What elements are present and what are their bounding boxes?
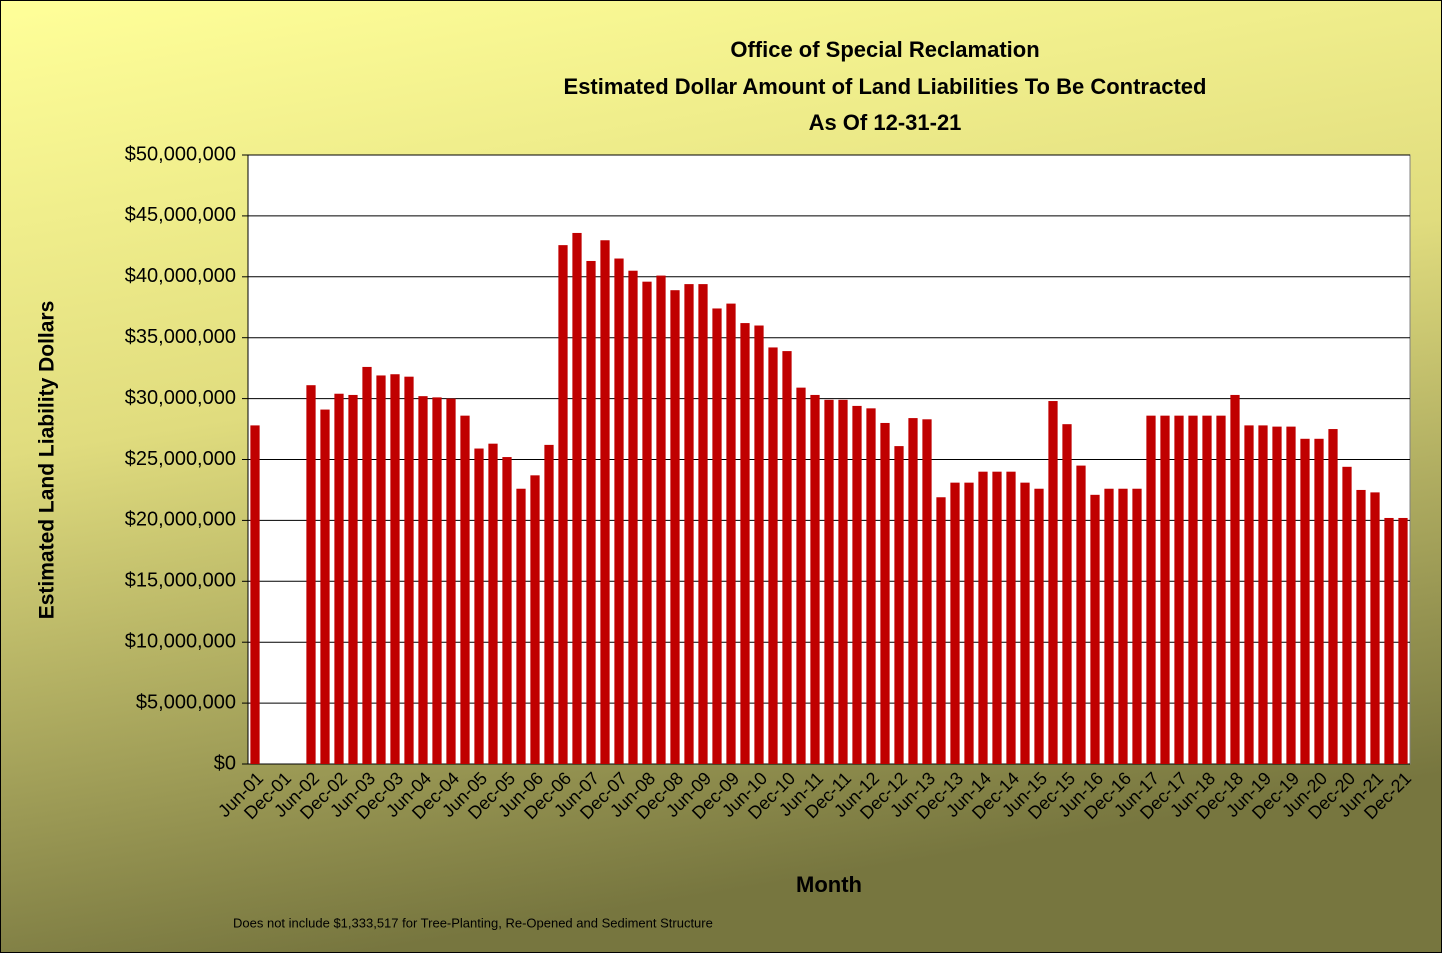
bar — [544, 444, 554, 764]
bar — [362, 366, 372, 764]
bar — [642, 281, 652, 764]
bar — [1300, 438, 1310, 764]
chart-title: Estimated Dollar Amount of Land Liabilit… — [564, 74, 1207, 99]
bar — [824, 399, 834, 764]
bar — [572, 232, 582, 764]
bar — [586, 260, 596, 764]
bar — [1384, 517, 1394, 764]
x-axis-label: Month — [796, 872, 862, 897]
bar — [376, 375, 386, 764]
bar — [1188, 415, 1198, 764]
bar — [1286, 426, 1296, 764]
bar — [446, 398, 456, 764]
bar — [460, 415, 470, 764]
bar — [1314, 438, 1324, 764]
bar — [894, 446, 904, 764]
bar — [432, 397, 442, 764]
bar — [502, 457, 512, 764]
y-tick-label: $30,000,000 — [125, 387, 236, 409]
bar — [250, 425, 260, 764]
bar — [782, 351, 792, 764]
bar — [754, 325, 764, 764]
bar — [978, 471, 988, 764]
bar — [740, 323, 750, 764]
bar — [1146, 415, 1156, 764]
bar — [1034, 488, 1044, 764]
bar — [866, 408, 876, 764]
bar — [1356, 489, 1366, 764]
bar — [306, 385, 316, 764]
bar — [1202, 415, 1212, 764]
bar — [1216, 415, 1226, 764]
bar — [796, 387, 806, 764]
bar — [1244, 425, 1254, 764]
chart-title: As Of 12-31-21 — [809, 110, 962, 135]
bar — [698, 284, 708, 764]
bar — [488, 443, 498, 764]
y-tick-label: $0 — [214, 752, 236, 774]
bar — [1342, 466, 1352, 764]
bar — [768, 347, 778, 764]
bar — [1258, 425, 1268, 764]
y-tick-label: $20,000,000 — [125, 509, 236, 531]
footnote: Does not include $1,333,517 for Tree-Pla… — [233, 915, 713, 930]
bar — [964, 482, 974, 764]
bar — [1090, 494, 1100, 764]
bar — [670, 290, 680, 764]
bar — [600, 240, 610, 764]
bar — [656, 275, 666, 764]
bar — [474, 448, 484, 764]
bar — [1020, 482, 1030, 764]
y-tick-label: $35,000,000 — [125, 326, 236, 348]
bar — [922, 419, 932, 764]
bar — [1398, 517, 1408, 764]
bar — [1048, 401, 1058, 764]
bar — [838, 399, 848, 764]
bar — [950, 482, 960, 764]
bar — [810, 394, 820, 764]
bar — [558, 245, 568, 764]
y-axis-label: Estimated Land Liability Dollars — [36, 301, 59, 620]
bar — [712, 308, 722, 764]
bar — [852, 405, 862, 764]
bar — [1272, 426, 1282, 764]
bar — [908, 418, 918, 764]
y-tick-label: $45,000,000 — [125, 204, 236, 226]
y-tick-label: $25,000,000 — [125, 448, 236, 470]
bar — [1174, 415, 1184, 764]
bar — [516, 488, 526, 764]
bar — [1006, 471, 1016, 764]
bar — [390, 374, 400, 764]
bar — [992, 471, 1002, 764]
bar — [418, 396, 428, 764]
bar — [1076, 465, 1086, 764]
bar — [614, 258, 624, 764]
bar — [1104, 488, 1114, 764]
chart-title: Office of Special Reclamation — [730, 37, 1039, 62]
bar — [628, 270, 638, 764]
bar — [1160, 415, 1170, 764]
bar — [404, 376, 414, 764]
y-tick-label: $15,000,000 — [125, 570, 236, 592]
bar — [684, 284, 694, 764]
bar — [320, 409, 330, 764]
y-tick-label: $40,000,000 — [125, 265, 236, 287]
y-tick-label: $5,000,000 — [136, 691, 236, 713]
bar — [880, 422, 890, 764]
bar — [1230, 394, 1240, 764]
bar — [1370, 492, 1380, 764]
bar — [1062, 424, 1072, 764]
bar — [530, 475, 540, 764]
y-tick-label: $10,000,000 — [125, 630, 236, 652]
bar — [1118, 488, 1128, 764]
bar — [936, 497, 946, 764]
y-tick-label: $50,000,000 — [125, 143, 236, 165]
bar — [1132, 488, 1142, 764]
bar — [726, 303, 736, 764]
bar — [334, 393, 344, 764]
bar — [348, 394, 358, 764]
bar — [1328, 429, 1338, 764]
